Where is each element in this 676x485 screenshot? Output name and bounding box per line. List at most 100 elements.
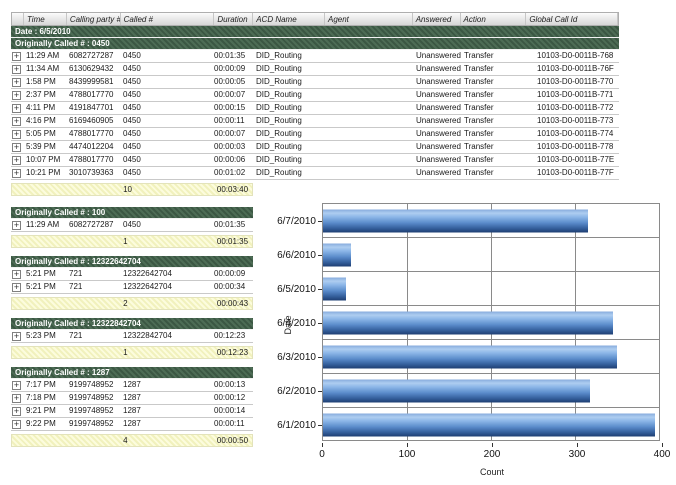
cell-action: Transfer	[464, 64, 494, 73]
expand-row-button[interactable]: +	[12, 63, 21, 74]
date-group-header: Date : 6/5/2010	[11, 26, 619, 38]
cell-agent	[325, 63, 413, 75]
cell-calling_party: 6082727287	[69, 220, 114, 229]
call-record-row: +10:21 PM 3010739363 0450 00:01:02 DID_Routi…	[11, 167, 619, 180]
sub-group-tables: Originally Called # : 100 +11:29 AM 608272…	[11, 207, 253, 447]
call-detail-report: Time Calling party # Called # Duration ACD N…	[11, 12, 619, 455]
group-total-duration: 00:03:40	[216, 185, 249, 194]
expand-row-button[interactable]: +	[12, 392, 21, 403]
column-header: Time	[24, 13, 67, 25]
cell-action: Transfer	[464, 103, 494, 112]
y-axis-tick-label: 6/3/2010	[277, 351, 316, 363]
cell-called: 0450	[123, 103, 141, 112]
call-record-row: +5:21 PM 721 12322642704 00:00:09	[11, 268, 253, 281]
sub-group-table: Originally Called # : 1287 +7:17 PM 919974…	[11, 367, 253, 447]
column-header: Duration	[214, 13, 254, 25]
cell-global_call_id: 10103-D0-0011B-770	[537, 77, 614, 86]
summary-spacer	[12, 236, 120, 247]
expand-row-button[interactable]: +	[12, 330, 21, 341]
expand-row-button[interactable]: +	[12, 418, 21, 429]
call-record-row: +4:16 PM 6169460905 0450 00:00:11 DID_Routin…	[11, 115, 619, 128]
call-record-row: +1:58 PM 8439999581 0450 00:00:05 DID_Routin…	[11, 76, 619, 89]
expand-row-button[interactable]: +	[12, 281, 21, 292]
cell-global_call_id: 10103-D0-0011B-773	[537, 116, 614, 125]
cell-time: 11:34 AM	[26, 64, 60, 73]
cell-time: 7:17 PM	[26, 380, 56, 389]
cell-answered: Unanswered	[416, 129, 461, 138]
expand-row-button[interactable]: +	[12, 115, 21, 126]
cell-calling_party: 4788017770	[69, 129, 114, 138]
cell-acd_name: DID_Routing	[256, 129, 302, 138]
expand-row-button[interactable]: +	[12, 50, 21, 61]
chart-bar	[323, 311, 613, 334]
cell-duration: 00:00:12	[214, 393, 246, 402]
call-record-row: +11:34 AM 6130629432 0450 00:00:09 DID_Routi…	[11, 63, 619, 76]
cell-agent	[325, 141, 413, 153]
cell-called: 12322642704	[123, 282, 172, 291]
expand-row-button[interactable]: +	[12, 219, 21, 230]
cell-called: 12322642704	[123, 269, 172, 278]
expand-row-button[interactable]: +	[12, 89, 21, 100]
expand-row-button[interactable]: +	[12, 154, 21, 165]
x-axis: 0 100 200 300 400	[319, 443, 670, 465]
call-record-row: +7:18 PM 9199748952 1287 00:00:12	[11, 392, 253, 405]
cell-duration: 00:01:35	[214, 51, 246, 60]
cell-acd_name: DID_Routing	[256, 77, 302, 86]
call-record-row: +10:07 PM 4788017770 0450 00:00:06 DID_Routi…	[11, 154, 619, 167]
group-summary-row: 1 00:12:23	[11, 346, 253, 359]
expander-cell: +	[11, 167, 23, 179]
expand-row-button[interactable]: +	[12, 268, 21, 279]
x-tick-mark	[577, 443, 578, 447]
cell-global_call_id: 10103-D0-0011B-76F	[537, 64, 614, 73]
cell-duration: 00:00:09	[214, 64, 246, 73]
chart-bar	[323, 345, 617, 368]
cell-global_call_id: 10103-D0-0011B-77F	[537, 168, 614, 177]
cell-called: 0450	[123, 51, 141, 60]
cell-calling_party: 4474012204	[69, 142, 114, 151]
cell-calling_party: 9199748952	[69, 393, 114, 402]
originally-called-group-header: Originally Called # : 12322642704	[11, 256, 253, 268]
call-record-row: +9:22 PM 9199748952 1287 00:00:11	[11, 418, 253, 431]
cell-time: 7:18 PM	[26, 393, 56, 402]
cell-agent	[325, 102, 413, 114]
cell-duration: 00:00:15	[214, 103, 246, 112]
cell-calling_party: 6169460905	[69, 116, 114, 125]
expand-row-button[interactable]: +	[12, 128, 21, 139]
cell-duration: 00:00:06	[214, 155, 246, 164]
cell-answered: Unanswered	[416, 168, 461, 177]
cell-duration: 00:00:09	[214, 269, 246, 278]
originally-called-group-header: Originally Called # : 1287	[11, 367, 253, 379]
cell-time: 5:21 PM	[26, 282, 56, 291]
cell-duration: 00:00:11	[214, 116, 245, 125]
cell-called: 1287	[123, 419, 141, 428]
expand-row-button[interactable]: +	[12, 141, 21, 152]
cell-answered: Unanswered	[416, 116, 461, 125]
group-total-duration: 00:01:35	[216, 237, 249, 246]
expander-cell: +	[11, 89, 23, 101]
y-axis-tick-label: 6/5/2010	[277, 283, 316, 295]
cell-calling_party: 3010739363	[69, 168, 114, 177]
expand-row-button[interactable]: +	[12, 76, 21, 87]
expand-row-button[interactable]: +	[12, 167, 21, 178]
cell-action: Transfer	[464, 77, 494, 86]
group-call-count: 1	[123, 237, 128, 246]
cell-global_call_id: 10103-D0-0011B-768	[537, 51, 614, 60]
x-tick-mark	[322, 443, 323, 447]
cell-calling_party: 9199748952	[69, 380, 114, 389]
expander-cell: +	[11, 418, 23, 430]
cell-time: 9:22 PM	[26, 419, 56, 428]
table-header-row: Time Calling party # Called # Duration ACD N…	[11, 12, 619, 26]
y-axis-tick: 6/1/2010	[270, 408, 322, 442]
y-tick-mark	[318, 322, 322, 324]
sub-group-table: Originally Called # : 12322642704 +5:21 P…	[11, 256, 253, 310]
expand-row-button[interactable]: +	[12, 102, 21, 113]
cell-acd_name: DID_Routing	[256, 116, 302, 125]
y-axis-tick: 6/7/2010	[270, 204, 322, 238]
cell-called: 12322842704	[123, 331, 172, 340]
group-call-count: 10	[123, 185, 132, 194]
chart-bar	[323, 243, 351, 266]
expand-row-button[interactable]: +	[12, 379, 21, 390]
call-record-row: +11:29 AM 6082727287 0450 00:01:35 DID_Routi…	[11, 50, 619, 63]
expand-row-button[interactable]: +	[12, 405, 21, 416]
cell-called: 0450	[123, 142, 141, 151]
